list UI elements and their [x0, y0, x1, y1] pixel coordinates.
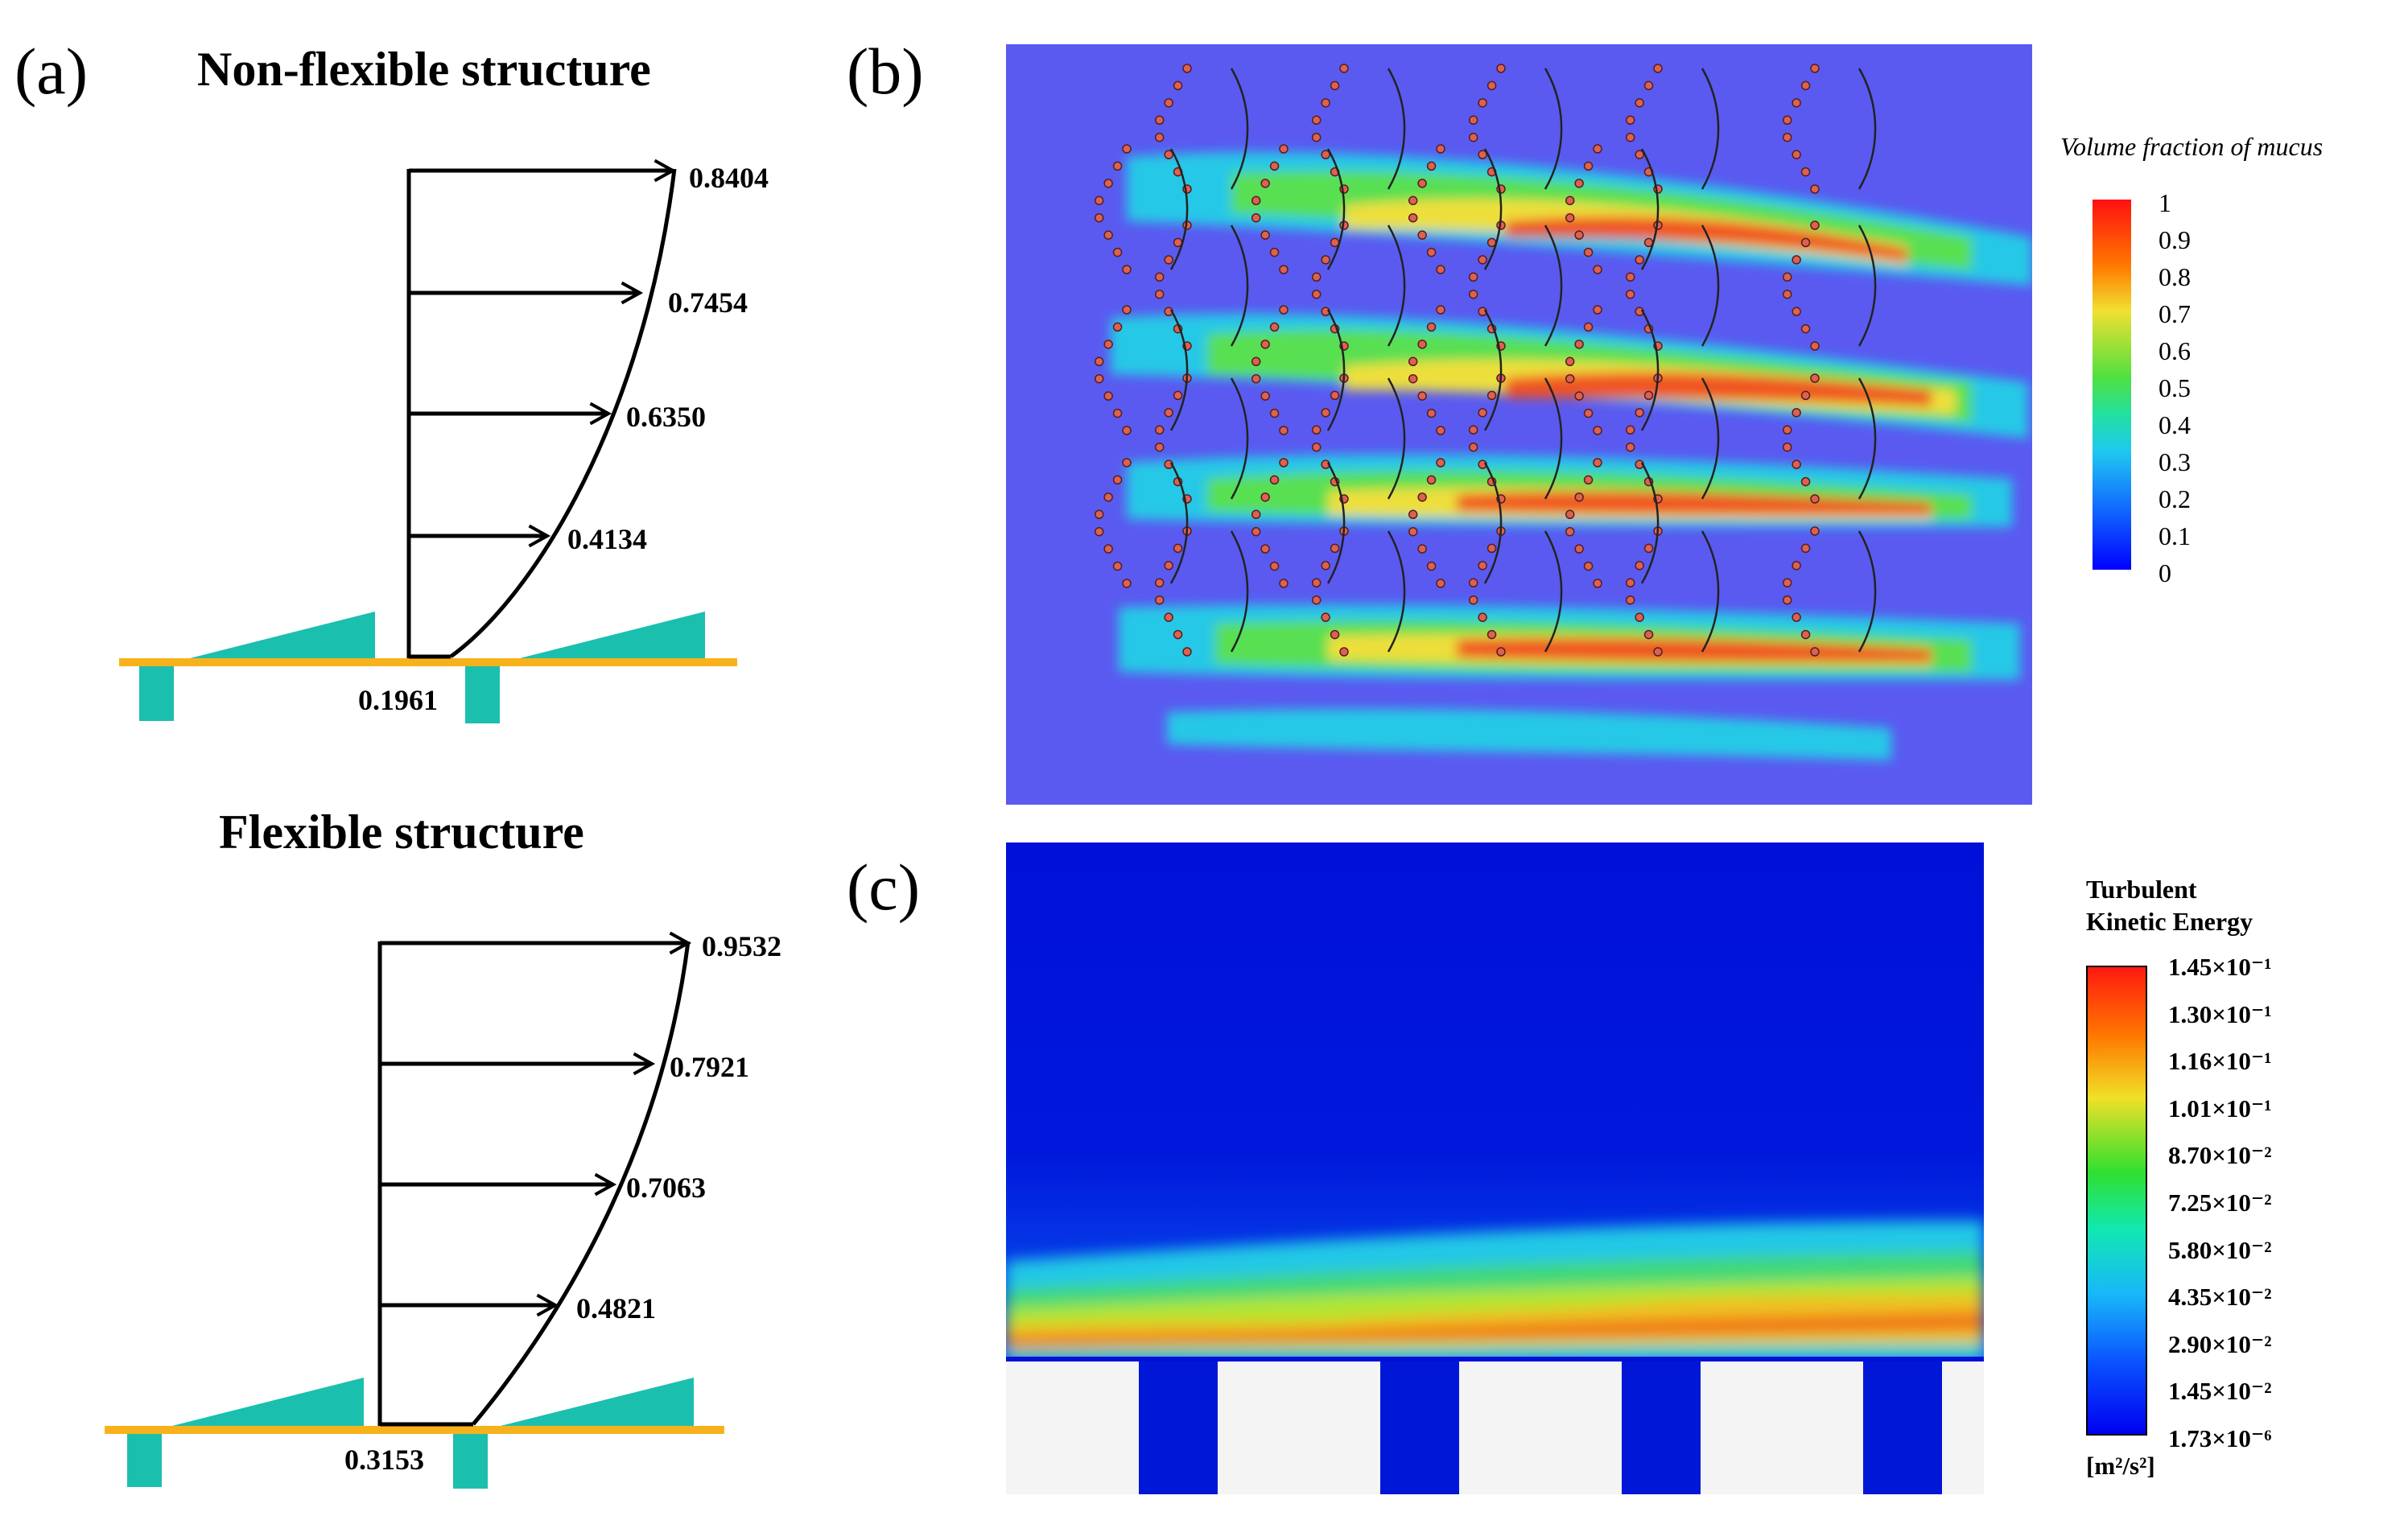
fan-structure: [1468, 64, 1563, 194]
colorbar-title: Volume fraction of mucus: [2060, 132, 2323, 161]
fan-structure: [1782, 64, 1877, 194]
colorbar: [2086, 966, 2147, 1436]
cavity: [1380, 1362, 1459, 1494]
colorbar-tick-label: 1.01×10⁻¹: [2168, 1094, 2272, 1123]
fan-structure: [1408, 144, 1503, 274]
colorbar-unit: [m²/s²]: [2086, 1452, 2155, 1480]
velocity-label: 0.4134: [567, 523, 647, 555]
colorbar-tick-label: 4.35×10⁻²: [2168, 1283, 2272, 1312]
sloped-block-left: [172, 1378, 364, 1426]
fan-structure: [1251, 458, 1346, 588]
colorbar-tick-label: 0.3: [2159, 447, 2191, 476]
velocity-profile-curve: [449, 168, 677, 659]
fan-structure: [1311, 64, 1406, 194]
flexible-profile: [105, 931, 724, 1489]
base-velocity-label: 0.3153: [344, 1444, 424, 1476]
cavity: [1139, 1362, 1218, 1494]
fan-structure: [1782, 220, 1877, 351]
turbulent-kinetic-energy-contour: [1006, 842, 1984, 1494]
colorbar-tick-label: 0.8: [2159, 262, 2191, 291]
colorbar-tick-label: 0.2: [2159, 484, 2191, 513]
fan-structure: [1782, 526, 1877, 657]
panel-a-bottom-title: Flexible structure: [219, 805, 584, 859]
fan-structure: [1154, 526, 1249, 657]
fan-structure: [1094, 458, 1189, 588]
plate: [119, 658, 737, 666]
colorbar-tick-label: 1.30×10⁻¹: [2168, 999, 2272, 1028]
colorbar-tick-label: 1.45×10⁻¹: [2168, 953, 2272, 981]
colorbar-tick-label: 0.9: [2159, 225, 2191, 254]
panel-a-top-title: Non-flexible structure: [197, 43, 651, 96]
panel-c-label: (c): [847, 851, 921, 924]
colorbar-tick-label: 1.73×10⁻⁶: [2168, 1424, 2272, 1452]
velocity-profile-curve: [472, 941, 691, 1426]
fan-structure: [1782, 373, 1877, 504]
colorbar-tick-label: 2.90×10⁻²: [2168, 1329, 2272, 1358]
colorbar-tick-label: 7.25×10⁻²: [2168, 1188, 2272, 1217]
velocity-profile-diagram: [105, 159, 737, 1489]
colorbar-tick-label: 0.1: [2159, 521, 2191, 550]
colorbar-tick-label: 0.5: [2159, 373, 2191, 402]
fan-structure: [1094, 144, 1189, 274]
colorbar-tick-label: 5.80×10⁻²: [2168, 1235, 2272, 1264]
colorbar-tick-label: 0: [2159, 558, 2171, 587]
velocity-label: 0.7454: [668, 286, 748, 319]
sloped-block-right: [501, 1378, 694, 1426]
colorbar-title: Turbulent Kinetic Energy: [2086, 875, 2253, 936]
sloped-block-right: [520, 612, 705, 658]
velocity-label: 0.7063: [626, 1172, 706, 1204]
non-flexible-profile: [119, 159, 737, 723]
velocity-label: 0.4821: [576, 1292, 656, 1324]
post-left: [139, 666, 174, 721]
fan-structure: [1625, 220, 1720, 351]
fan-structure: [1625, 64, 1720, 194]
colorbar-tick-label: 0.6: [2159, 336, 2191, 365]
fan-structure: [1565, 305, 1660, 435]
cavity: [1863, 1362, 1942, 1494]
velocity-label: 0.7921: [670, 1051, 749, 1083]
post-left: [127, 1434, 162, 1487]
colorbar-tick-label: 1.16×10⁻¹: [2168, 1047, 2272, 1076]
fan-structure: [1154, 373, 1249, 504]
colorbar-tick-label: 1: [2159, 188, 2171, 217]
velocity-label: 0.8404: [689, 162, 769, 194]
colorbar-tick-label: 0.4: [2159, 410, 2191, 439]
fan-structure: [1565, 458, 1660, 588]
post-right: [465, 666, 500, 723]
cavity: [1622, 1362, 1701, 1494]
fan-structure: [1154, 220, 1249, 351]
sloped-block-left: [190, 612, 375, 658]
colorbar-tick-label: 0.7: [2159, 299, 2191, 328]
fan-structure: [1154, 64, 1249, 194]
colorbar: [2093, 200, 2131, 570]
panel-b-label: (b): [847, 35, 924, 108]
fan-structure: [1251, 144, 1346, 274]
post-right: [453, 1434, 488, 1489]
fan-structure: [1408, 458, 1503, 588]
fan-structure: [1094, 305, 1189, 435]
fan-structure: [1251, 305, 1346, 435]
colorbar-tick-label: 8.70×10⁻²: [2168, 1141, 2272, 1170]
panel-a-label: (a): [14, 35, 89, 108]
velocity-label: 0.6350: [626, 401, 706, 433]
fan-structure: [1408, 305, 1503, 435]
base-velocity-label: 0.1961: [358, 684, 438, 716]
velocity-label: 0.9532: [702, 930, 781, 962]
mucus-volume-fraction-contour: [1006, 44, 2032, 805]
plate: [105, 1426, 724, 1434]
fan-structure: [1565, 144, 1660, 274]
colorbar-tick-label: 1.45×10⁻²: [2168, 1377, 2272, 1406]
